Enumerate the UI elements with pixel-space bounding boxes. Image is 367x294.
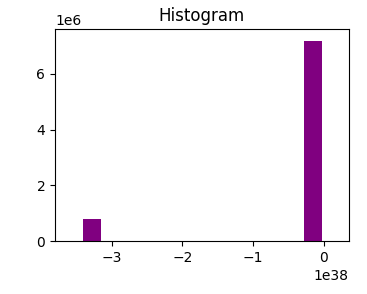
Title: Histogram: Histogram bbox=[159, 7, 245, 25]
Bar bbox=[305, 41, 322, 241]
Bar bbox=[83, 219, 101, 241]
